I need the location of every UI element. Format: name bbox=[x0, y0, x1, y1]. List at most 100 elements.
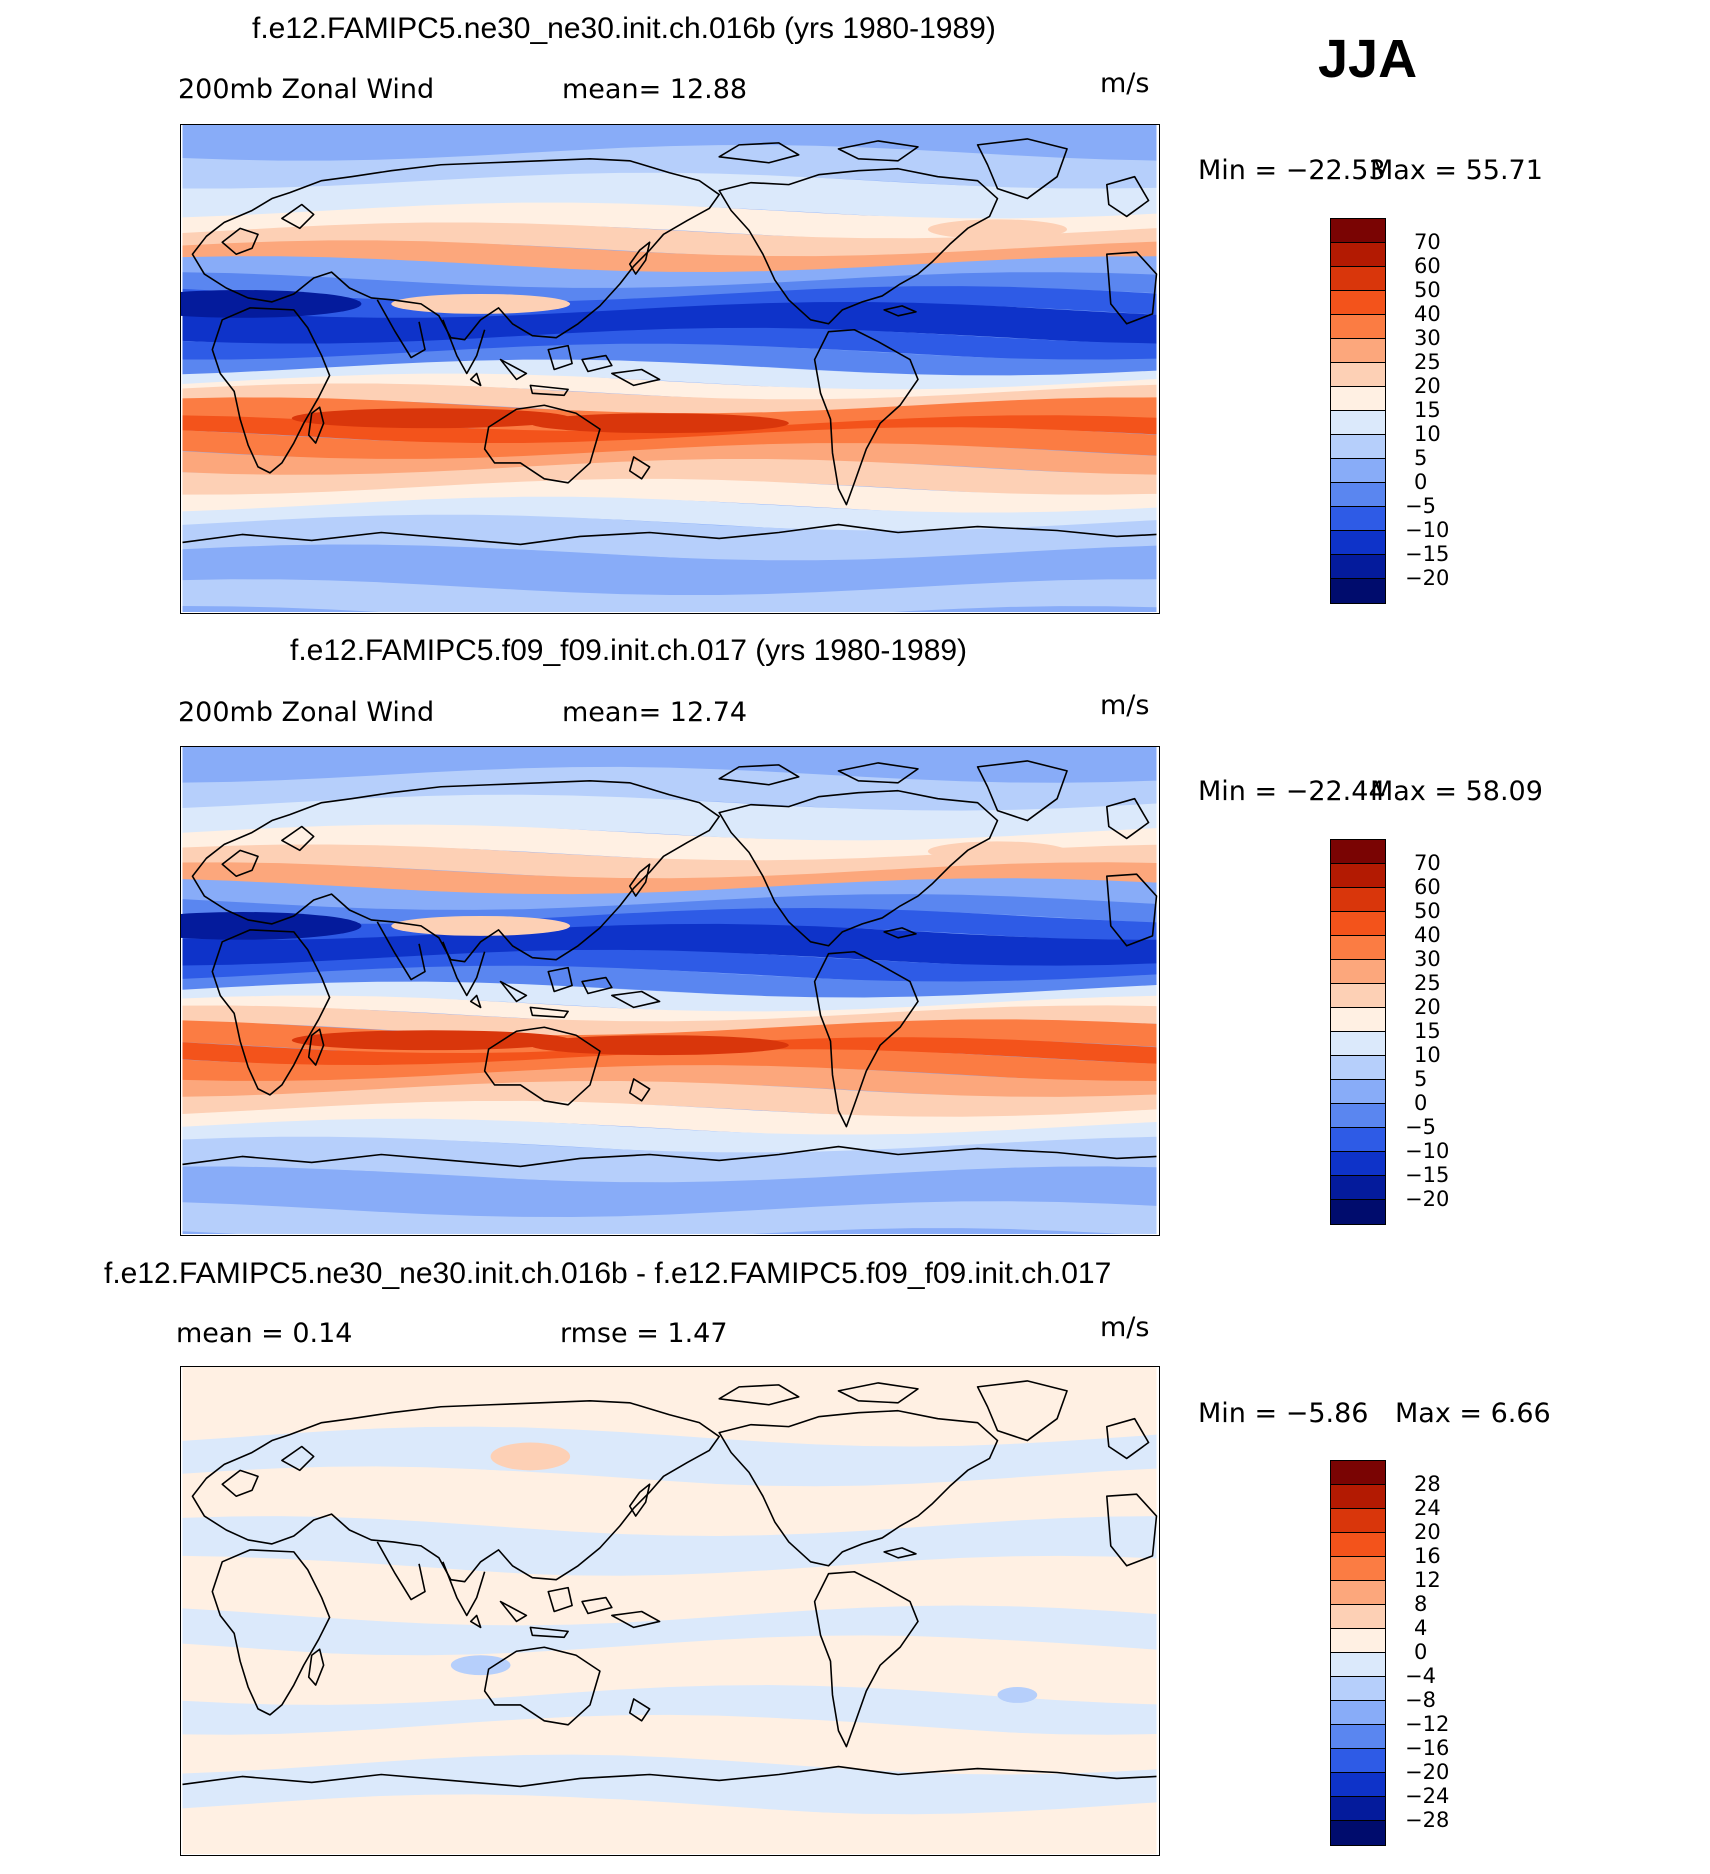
coastline bbox=[376, 299, 426, 359]
colorbar-tick-label: 20 bbox=[1414, 1520, 1441, 1544]
coastline bbox=[837, 1382, 919, 1404]
coastline bbox=[628, 456, 651, 480]
panel-2-colorbar bbox=[1330, 839, 1386, 1225]
colorbar-tick-label: −5 bbox=[1405, 494, 1436, 518]
colorbar-tick-label: 8 bbox=[1414, 1592, 1428, 1616]
panel-1-units: m/s bbox=[1100, 68, 1150, 99]
panel-3-center-label: rmse = 1.47 bbox=[560, 1318, 728, 1349]
colorbar-tick-label: −8 bbox=[1405, 1688, 1436, 1712]
wind-contour-band bbox=[182, 1201, 1157, 1234]
coastline bbox=[499, 358, 528, 381]
colorbar-cell bbox=[1331, 1605, 1385, 1629]
wind-contour-band bbox=[182, 894, 1157, 926]
colorbar-tick-label: −10 bbox=[1405, 1139, 1450, 1163]
colorbar-tick-label: 30 bbox=[1414, 326, 1441, 350]
colorbar-cell bbox=[1331, 267, 1385, 291]
panel-2-map bbox=[180, 746, 1160, 1236]
colorbar-cell bbox=[1331, 888, 1385, 912]
difference-contour bbox=[490, 1442, 571, 1471]
colorbar-cell bbox=[1331, 1749, 1385, 1773]
wind-contour-band bbox=[182, 949, 1157, 984]
coastline bbox=[1106, 797, 1150, 840]
coastline bbox=[628, 1483, 651, 1517]
season-label: JJA bbox=[1318, 29, 1418, 89]
coastline bbox=[813, 328, 919, 506]
colorbar-cell bbox=[1331, 1509, 1385, 1533]
colorbar-cell bbox=[1331, 1200, 1385, 1224]
coastline bbox=[469, 1614, 482, 1629]
wind-contour-band bbox=[182, 1426, 1157, 1489]
wind-contour-band bbox=[182, 443, 1157, 477]
coastline bbox=[211, 1549, 331, 1716]
colorbar-tick-label: −15 bbox=[1405, 1163, 1450, 1187]
coastline bbox=[976, 1380, 1068, 1442]
coastline bbox=[813, 950, 919, 1128]
colorbar-cell bbox=[1331, 1056, 1385, 1080]
colorbar-tick-label: −12 bbox=[1405, 1712, 1450, 1736]
coastline bbox=[547, 1586, 573, 1613]
jet-core-contour bbox=[530, 1035, 789, 1056]
colorbar-tick-label: −24 bbox=[1405, 1784, 1450, 1808]
colorbar-tick-label: 20 bbox=[1414, 995, 1441, 1019]
jet-core-contour bbox=[391, 293, 571, 314]
jet-core-contour bbox=[391, 915, 571, 936]
panel-3-map bbox=[180, 1366, 1160, 1856]
coastline bbox=[211, 929, 331, 1096]
colorbar-tick-label: 0 bbox=[1414, 1091, 1428, 1115]
wind-contour-band bbox=[182, 1118, 1157, 1155]
coastline bbox=[182, 1765, 1157, 1788]
colorbar-tick-label: 25 bbox=[1414, 350, 1441, 374]
colorbar-tick-label: 50 bbox=[1414, 899, 1441, 923]
coastline bbox=[182, 1145, 1157, 1168]
colorbar-tick-label: 15 bbox=[1414, 1019, 1441, 1043]
wind-contour-band bbox=[182, 427, 1157, 461]
colorbar-tick-label: −15 bbox=[1405, 542, 1450, 566]
colorbar-cell bbox=[1331, 507, 1385, 531]
difference-contour bbox=[450, 1655, 511, 1676]
colorbar-cell bbox=[1331, 1533, 1385, 1557]
colorbar-tick-label: 15 bbox=[1414, 398, 1441, 422]
world-coastline-map-icon bbox=[181, 747, 1158, 1234]
colorbar-cell bbox=[1331, 555, 1385, 579]
coastline bbox=[483, 404, 601, 484]
colorbar-tick-label: 12 bbox=[1414, 1568, 1441, 1592]
colorbar-cell bbox=[1331, 1797, 1385, 1821]
coastline bbox=[581, 354, 613, 373]
coastline bbox=[1106, 175, 1150, 218]
coastline bbox=[376, 1541, 426, 1601]
wind-contour-band bbox=[182, 256, 1157, 290]
colorbar-tick-label: 24 bbox=[1414, 1496, 1441, 1520]
coastline bbox=[1106, 873, 1158, 947]
coastline bbox=[182, 523, 1157, 546]
colorbar-cell bbox=[1331, 1581, 1385, 1605]
wind-contour-band bbox=[182, 1005, 1157, 1038]
coastline bbox=[499, 1600, 528, 1623]
panel-1-center-label: mean= 12.88 bbox=[562, 74, 748, 105]
coastline bbox=[442, 1561, 486, 1617]
colorbar-tick-label: −5 bbox=[1405, 1115, 1436, 1139]
colorbar-tick-label: −20 bbox=[1405, 1187, 1450, 1211]
colorbar-tick-label: −10 bbox=[1405, 518, 1450, 542]
colorbar-cell bbox=[1331, 960, 1385, 984]
coastline bbox=[281, 825, 315, 852]
coastline bbox=[718, 1409, 999, 1567]
wind-contour-band bbox=[182, 1555, 1157, 1628]
jet-core-contour bbox=[181, 289, 362, 318]
panel-3-left-label: mean = 0.14 bbox=[176, 1318, 353, 1349]
panel-3-title: f.e12.FAMIPC5.ne30_ne30.init.ch.016b - f… bbox=[104, 1257, 1112, 1290]
colorbar-cell bbox=[1331, 1821, 1385, 1845]
colorbar-cell bbox=[1331, 1128, 1385, 1152]
panel-1-colorbar bbox=[1330, 218, 1386, 604]
coastline bbox=[581, 1596, 613, 1615]
colorbar-tick-label: 28 bbox=[1414, 1472, 1441, 1496]
colorbar-tick-label: 0 bbox=[1414, 1640, 1428, 1664]
wind-contour-band bbox=[182, 1605, 1157, 1658]
jet-core-contour bbox=[291, 1030, 571, 1051]
panel-2-units: m/s bbox=[1100, 690, 1150, 721]
panel-3-units: m/s bbox=[1100, 1312, 1150, 1343]
panel-3-colorbar bbox=[1330, 1460, 1386, 1846]
coastline bbox=[611, 990, 661, 1009]
colorbar-tick-label: −16 bbox=[1405, 1736, 1450, 1760]
coastline bbox=[281, 203, 315, 230]
coastline bbox=[483, 1026, 601, 1106]
